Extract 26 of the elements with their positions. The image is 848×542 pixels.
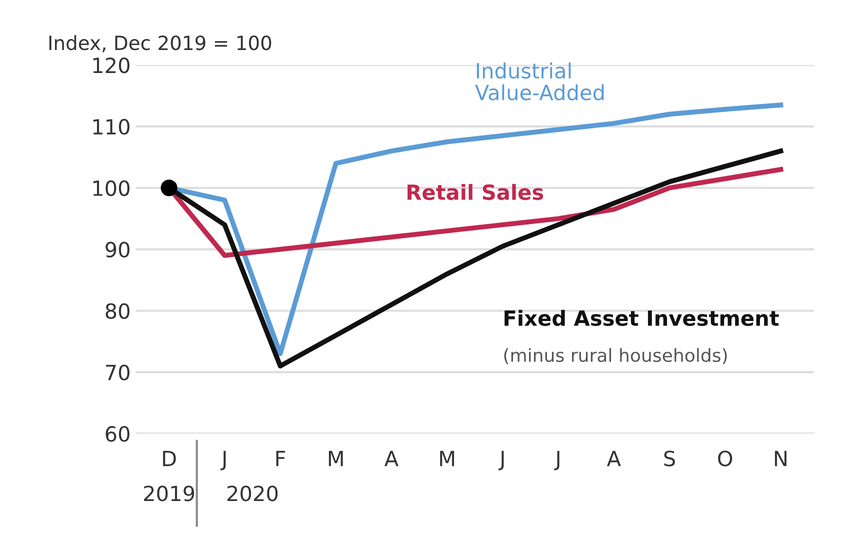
y-tick-label: 60	[106, 426, 130, 442]
y-axis-title: Index, Dec 2019 = 100	[49, 35, 272, 52]
x-tick-label: N	[774, 450, 786, 466]
y-tick-label: 120	[93, 57, 130, 74]
y-tick-label: 110	[93, 118, 130, 135]
x-tick-label: J	[220, 450, 226, 470]
x-tick-label: D	[163, 450, 176, 466]
x-tick-label: S	[664, 450, 675, 466]
series-label: Industrial Value-Added	[475, 62, 604, 100]
series-label: Retail Sales	[408, 184, 544, 200]
annotation: (minus rural households)	[504, 348, 727, 364]
text: 2019	[144, 486, 194, 502]
x-tick-label: M	[440, 450, 454, 466]
x-tick-label: F	[276, 450, 286, 466]
y-tick-label: 70	[106, 364, 130, 380]
y-tick-label: 100	[93, 180, 130, 196]
x-tick-label: A	[606, 450, 621, 466]
x-tick-label: J	[554, 450, 560, 470]
x-tick-label: J	[498, 450, 504, 470]
text: 2020	[227, 486, 278, 502]
y-tick-label: 80	[106, 303, 130, 319]
text: Fixed Asset Investment	[504, 310, 779, 326]
y-tick-label: 90	[106, 242, 130, 258]
x-tick-label: A	[384, 450, 398, 466]
x-tick-label: O	[718, 450, 732, 466]
x-tick-label: M	[328, 450, 343, 466]
